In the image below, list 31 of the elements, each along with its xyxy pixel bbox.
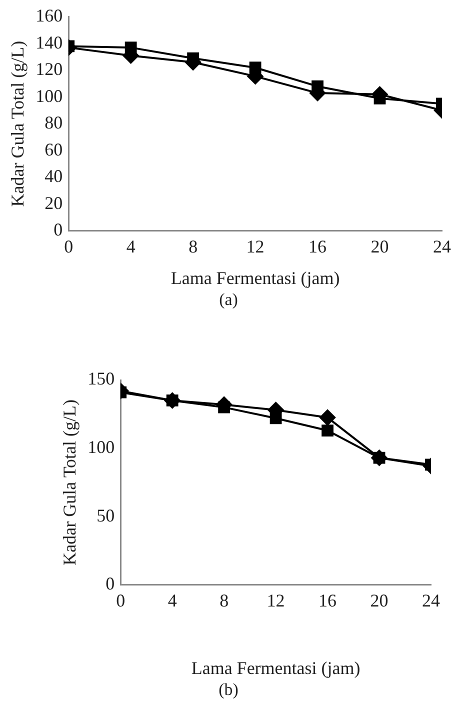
- y-tick-label: 20: [44, 192, 63, 213]
- y-tick-label: 120: [36, 59, 63, 80]
- x-tick-label: 8: [220, 590, 229, 610]
- y-tick-label: 40: [44, 166, 63, 186]
- y-axis-title: Kadar Gula Total (g/L): [8, 40, 28, 207]
- x-tick-label: 8: [188, 236, 198, 256]
- x-tick-label: 4: [126, 236, 136, 256]
- text: (a): [218, 290, 239, 310]
- text: (b): [218, 680, 240, 700]
- y-tick-label: 80: [44, 112, 63, 133]
- y-tick-label: 0: [106, 574, 115, 594]
- x-tick-label: 20: [370, 236, 389, 256]
- x-axis-title: Lama Fermentasi (jam): [170, 268, 340, 288]
- y-axis-title: Kadar Gula Total (g/L): [60, 399, 80, 566]
- x-tick-label: 16: [308, 236, 327, 256]
- x-tick-label: 20: [370, 590, 388, 610]
- y-tick-label: 50: [96, 505, 115, 526]
- x-tick-label: 12: [266, 590, 285, 610]
- x-tick-label: 4: [168, 590, 177, 610]
- y-tick-label: 100: [36, 86, 63, 106]
- x-tick-label: 24: [433, 236, 451, 256]
- y-tick-label: 0: [54, 220, 63, 240]
- y-tick-label: 60: [44, 139, 63, 160]
- x-axis-title: Lama Fermentasi (jam): [191, 658, 360, 678]
- y-tick-label: 140: [36, 32, 63, 52]
- x-tick-label: 12: [246, 236, 264, 256]
- x-tick-label: 24: [422, 590, 440, 610]
- x-tick-label: 16: [318, 590, 337, 610]
- y-tick-label: 150: [88, 368, 115, 389]
- y-tick-label: 160: [36, 6, 63, 26]
- y-tick-label: 100: [88, 437, 115, 457]
